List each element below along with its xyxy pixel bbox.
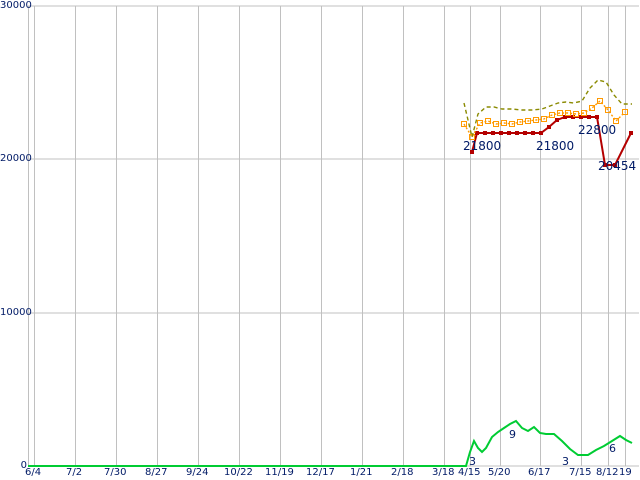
data-point-moving-average-short bbox=[541, 116, 547, 122]
data-point-close-price bbox=[629, 131, 633, 135]
data-point-moving-average-short bbox=[461, 121, 467, 127]
x-axis-tick-label: 6/17 bbox=[528, 467, 551, 478]
series-line-moving-average-long bbox=[463, 79, 632, 138]
data-point-moving-average-short bbox=[573, 111, 579, 117]
data-point-moving-average-short bbox=[485, 118, 491, 124]
price-annotation: 21800 bbox=[536, 139, 575, 153]
data-point-moving-average-short bbox=[517, 119, 523, 125]
volume-annotation: 3 bbox=[469, 455, 476, 468]
data-point-moving-average-short bbox=[477, 120, 483, 126]
x-axis-tick-label: 7/30 bbox=[104, 467, 127, 478]
x-axis-tick-label: 4/15 bbox=[458, 467, 481, 478]
data-point-close-price bbox=[475, 131, 479, 135]
data-point-close-price bbox=[470, 150, 474, 154]
data-point-moving-average-short bbox=[509, 121, 515, 127]
x-axis-tick-label: 5/20 bbox=[488, 467, 511, 478]
data-point-close-price bbox=[613, 163, 617, 167]
data-point-moving-average-short bbox=[597, 98, 603, 104]
data-point-close-price bbox=[491, 131, 495, 135]
data-point-close-price bbox=[603, 163, 607, 167]
price-annotation: 20454 bbox=[598, 159, 637, 173]
data-point-moving-average-short bbox=[525, 118, 531, 124]
y-axis-tick-label: 0 bbox=[20, 460, 27, 471]
volume-annotation: 3 bbox=[562, 455, 569, 468]
x-axis-tick-label: 8/27 bbox=[145, 467, 168, 478]
data-point-close-price bbox=[555, 118, 559, 122]
volume-annotation: 9 bbox=[509, 428, 516, 441]
data-point-moving-average-short bbox=[581, 110, 587, 116]
data-point-close-price bbox=[595, 115, 599, 119]
x-axis-tick-label: 6/4 bbox=[25, 467, 42, 478]
x-axis-tick-label: 19 bbox=[619, 467, 632, 478]
y-axis-tick-label: 30000 bbox=[0, 0, 32, 11]
data-point-moving-average-short bbox=[622, 109, 628, 115]
x-axis-tick-label: 7/2 bbox=[66, 467, 83, 478]
data-point-close-price bbox=[531, 131, 535, 135]
x-axis-tick-label: 1/21 bbox=[350, 467, 373, 478]
x-axis-tick-label: 3/18 bbox=[432, 467, 455, 478]
y-axis-tick-label: 20000 bbox=[0, 153, 32, 164]
data-point-close-price bbox=[547, 125, 551, 129]
data-point-moving-average-short bbox=[557, 110, 563, 116]
x-axis-tick-label: 11/19 bbox=[265, 467, 294, 478]
data-point-close-price bbox=[587, 115, 591, 119]
data-point-moving-average-short bbox=[493, 121, 499, 127]
price-annotation: 21800 bbox=[463, 139, 502, 153]
price-annotation: 22800 bbox=[578, 123, 617, 137]
data-point-close-price bbox=[579, 115, 583, 119]
data-point-close-price bbox=[507, 131, 511, 135]
series-line-volume bbox=[28, 419, 633, 467]
x-axis-tick-label: 10/22 bbox=[224, 467, 253, 478]
x-axis-tick-label: 2/18 bbox=[391, 467, 414, 478]
data-point-moving-average-short bbox=[565, 110, 571, 116]
y-axis-tick-label: 10000 bbox=[0, 307, 32, 318]
data-point-close-price bbox=[563, 115, 567, 119]
x-axis-tick-label: 7/15 bbox=[569, 467, 592, 478]
volume-annotation: 6 bbox=[609, 442, 616, 455]
data-point-close-price bbox=[483, 131, 487, 135]
series-line-moving-average-short bbox=[463, 100, 626, 139]
data-point-moving-average-short bbox=[533, 117, 539, 123]
data-point-close-price bbox=[515, 131, 519, 135]
data-point-moving-average-short bbox=[605, 107, 611, 113]
data-point-moving-average-short bbox=[549, 112, 555, 118]
x-axis-tick-label: 12/17 bbox=[306, 467, 335, 478]
data-point-close-price bbox=[523, 131, 527, 135]
x-axis-tick-label: 9/24 bbox=[186, 467, 209, 478]
data-point-moving-average-short bbox=[501, 120, 507, 126]
data-point-moving-average-short bbox=[613, 118, 619, 124]
data-point-close-price bbox=[539, 131, 543, 135]
data-point-moving-average-short bbox=[589, 105, 595, 111]
x-axis-tick-label: 8/12 bbox=[596, 467, 619, 478]
data-point-close-price bbox=[499, 131, 503, 135]
